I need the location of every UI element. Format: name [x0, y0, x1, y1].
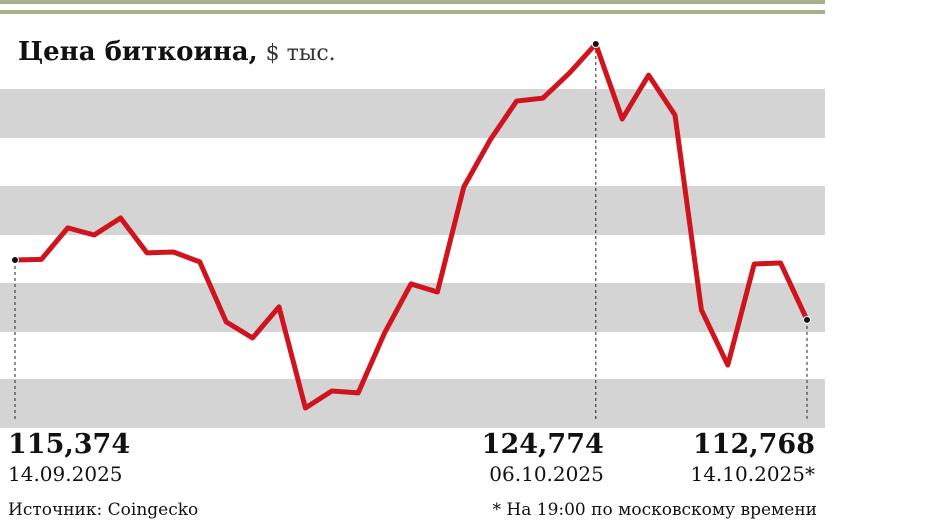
title: Цена биткоина,: [18, 37, 258, 67]
units: $ тыс.: [266, 41, 336, 66]
band: [0, 186, 825, 235]
date-label: 14.10.2025*: [690, 462, 815, 486]
point: [591, 40, 600, 48]
top-stripe: [0, 0, 825, 4]
date-label: 14.09.2025: [8, 462, 123, 486]
value-label: 124,774: [482, 429, 604, 460]
source: Источник: Coingecko: [8, 500, 198, 520]
date-label: 06.10.2025: [489, 462, 604, 486]
band: [0, 283, 825, 332]
top-stripe: [0, 10, 825, 14]
point: [11, 255, 19, 264]
point: [803, 315, 811, 324]
value-label: 115,374: [8, 429, 130, 460]
band: [0, 379, 825, 428]
band: [0, 89, 825, 138]
chart-title: Цена биткоина, $ тыс.: [18, 37, 336, 67]
price-line: [14, 41, 810, 411]
value-label: 112,768: [693, 429, 815, 460]
footnote: * На 19:00 по московскому времени: [492, 500, 817, 520]
